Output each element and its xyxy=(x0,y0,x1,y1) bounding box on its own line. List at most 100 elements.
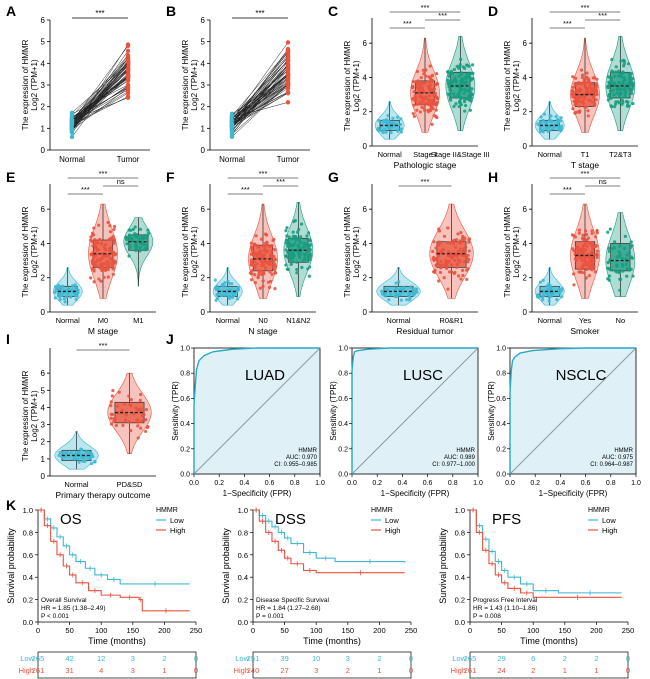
sig-label: *** xyxy=(81,185,90,194)
data-point xyxy=(586,236,590,240)
data-point xyxy=(139,426,143,430)
roc-gene: HMMR xyxy=(298,448,317,454)
tumor-point xyxy=(125,59,131,64)
data-point xyxy=(585,244,589,248)
sig-label: *** xyxy=(563,185,572,194)
data-point xyxy=(259,237,264,241)
data-point xyxy=(459,86,463,90)
data-point xyxy=(466,253,470,257)
data-point xyxy=(58,297,62,302)
y-tick-label: 4 xyxy=(363,239,368,248)
data-point xyxy=(436,96,440,101)
data-point xyxy=(434,108,438,112)
data-point xyxy=(547,299,551,303)
data-point xyxy=(572,249,576,253)
data-point xyxy=(384,291,388,295)
data-point xyxy=(140,419,144,423)
data-point xyxy=(106,220,110,225)
data-point xyxy=(590,268,594,272)
y-tick-label: 0.4 xyxy=(238,573,248,582)
data-point xyxy=(415,108,419,112)
risk-low-count: 0 xyxy=(626,654,630,663)
data-point xyxy=(123,418,128,422)
data-point xyxy=(134,248,138,253)
data-point xyxy=(284,229,288,233)
data-point xyxy=(290,248,294,252)
data-point xyxy=(391,116,395,120)
data-point xyxy=(627,251,632,255)
y-tick-label: 0.8 xyxy=(455,528,465,537)
data-point xyxy=(573,83,577,88)
data-point xyxy=(265,242,269,247)
roc-ci: CI: 0.977–1.000 xyxy=(432,462,475,468)
y-tick-label: 0 xyxy=(201,146,206,155)
data-point xyxy=(583,105,587,109)
data-point xyxy=(263,247,267,251)
data-point xyxy=(108,256,112,261)
data-point xyxy=(441,247,445,252)
y-tick-label: 6 xyxy=(363,205,368,214)
y-tick-label: 2 xyxy=(41,438,46,447)
data-point xyxy=(536,293,540,297)
data-point xyxy=(90,240,94,244)
data-point xyxy=(411,96,415,101)
pair-line xyxy=(71,62,129,127)
data-point xyxy=(549,119,553,123)
panel-D: 0 2 4 6 The expression of HMMR Log2 (TPM+1) T … xyxy=(503,3,638,170)
data-point xyxy=(268,270,272,274)
data-point xyxy=(75,450,79,455)
data-point xyxy=(99,279,103,283)
data-point xyxy=(293,235,297,239)
risk-low-label: Low xyxy=(20,654,34,663)
x-tick-label: M0 xyxy=(98,316,108,325)
data-point xyxy=(463,103,468,108)
data-point xyxy=(579,250,583,254)
normal-point xyxy=(69,111,75,117)
km-stat: HR = 1.43 (1.10–1.86) xyxy=(473,605,538,612)
data-point xyxy=(582,98,586,102)
data-point xyxy=(257,255,261,260)
data-point xyxy=(574,258,578,262)
pair-line xyxy=(71,87,129,121)
data-point xyxy=(624,90,628,94)
x-tick-label: 50 xyxy=(280,626,288,635)
data-point xyxy=(619,87,623,91)
data-point xyxy=(615,270,619,274)
data-point xyxy=(555,298,559,302)
y-tick-label: 0.6 xyxy=(455,551,465,560)
legend-title: HMMR xyxy=(371,507,393,514)
data-point xyxy=(452,104,456,108)
x-tick-label: 0.6 xyxy=(423,480,433,487)
data-point xyxy=(54,287,58,292)
x-tick-label: 0.0 xyxy=(347,480,357,487)
x-tick-label: 50 xyxy=(497,626,505,635)
data-point xyxy=(124,238,129,242)
data-point xyxy=(621,58,626,63)
legend-low-label: Low xyxy=(602,516,616,525)
data-point xyxy=(618,95,622,99)
data-point xyxy=(263,260,267,264)
pair-line xyxy=(231,42,289,121)
data-point xyxy=(555,118,560,122)
data-point xyxy=(289,262,293,267)
data-point xyxy=(439,265,443,269)
data-point xyxy=(538,280,542,284)
data-point xyxy=(109,400,113,404)
data-point xyxy=(99,241,103,245)
data-point xyxy=(271,238,275,243)
pair-line xyxy=(231,69,289,131)
x-tick-label: 150 xyxy=(559,626,572,635)
y-tick-label: 1 xyxy=(41,455,46,464)
data-point xyxy=(442,276,446,280)
tumor-point xyxy=(285,71,291,77)
data-point xyxy=(584,233,589,237)
data-point xyxy=(297,246,302,250)
pair-line xyxy=(71,87,129,131)
pair-line xyxy=(71,77,129,121)
data-point xyxy=(580,75,584,80)
data-point xyxy=(131,227,135,232)
x-axis-title: Pathologic stage xyxy=(394,160,457,170)
data-point xyxy=(459,97,463,101)
data-point xyxy=(545,126,549,130)
data-point xyxy=(625,253,629,257)
